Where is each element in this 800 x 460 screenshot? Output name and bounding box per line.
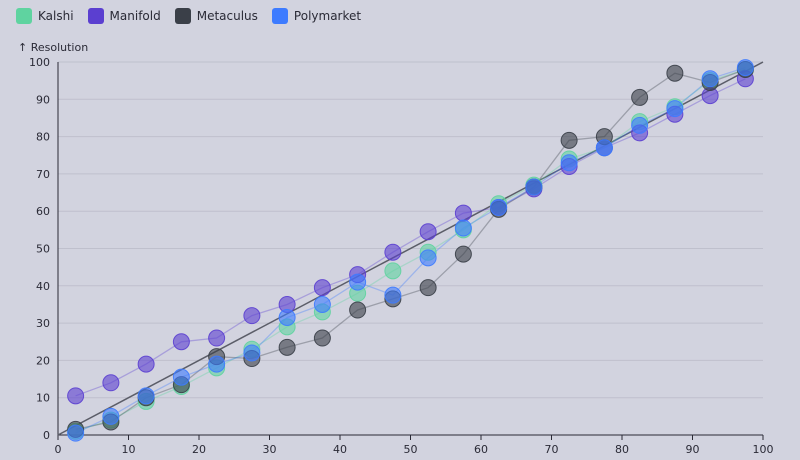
x-tick-label: 20 (192, 443, 206, 456)
legend-label: Kalshi (38, 9, 74, 23)
data-point-polymarket (208, 355, 226, 373)
legend-item-polymarket[interactable]: Polymarket (271, 8, 362, 24)
data-point-polymarket (701, 70, 719, 88)
y-tick-label: 70 (36, 168, 50, 181)
data-point-polymarket (384, 286, 402, 304)
x-tick-label: 30 (263, 443, 277, 456)
legend-swatch (87, 8, 104, 24)
x-tick-label: 60 (474, 443, 488, 456)
data-point-polymarket (278, 309, 296, 327)
data-point-metaculus (313, 329, 331, 347)
data-point-manifold (243, 307, 261, 325)
data-point-metaculus (278, 338, 296, 356)
data-point-polymarket (67, 424, 85, 442)
x-tick-label: 40 (333, 443, 347, 456)
x-tick-label: 10 (122, 443, 136, 456)
legend-label: Metaculus (196, 9, 258, 23)
legend-label: Polymarket (293, 9, 362, 23)
data-point-polymarket (525, 178, 543, 196)
data-point-polymarket (313, 295, 331, 313)
x-tick-label: 0 (55, 443, 62, 456)
data-point-manifold (67, 387, 85, 405)
legend-swatch (174, 8, 191, 24)
data-point-polymarket (419, 249, 437, 267)
legend-label: Manifold (109, 9, 161, 23)
data-point-manifold (454, 204, 472, 222)
y-tick-label: 100 (29, 56, 50, 69)
y-tick-label: 80 (36, 131, 50, 144)
data-point-metaculus (349, 301, 367, 319)
y-tick-label: 40 (36, 280, 50, 293)
legend: Kalshi Manifold Metaculus Polymarket (16, 8, 361, 24)
data-point-polymarket (666, 100, 684, 118)
legend-item-manifold[interactable]: Manifold (87, 8, 161, 24)
data-point-polymarket (595, 139, 613, 157)
data-point-metaculus (666, 64, 684, 82)
legend-item-kalshi[interactable]: Kalshi (16, 8, 74, 24)
data-point-metaculus (560, 131, 578, 149)
y-axis-label: ↑ Resolution (18, 41, 89, 54)
y-tick-label: 30 (36, 317, 50, 330)
y-tick-label: 90 (36, 93, 50, 106)
y-tick-label: 10 (36, 392, 50, 405)
data-point-manifold (137, 355, 155, 373)
data-point-manifold (102, 374, 120, 392)
y-tick-label: 0 (43, 429, 50, 442)
data-point-polymarket (454, 219, 472, 237)
data-point-polymarket (560, 154, 578, 172)
legend-swatch (16, 8, 32, 24)
data-point-metaculus (454, 245, 472, 263)
x-tick-label: 80 (615, 443, 629, 456)
data-point-manifold (172, 333, 190, 351)
x-tick-label: 50 (404, 443, 418, 456)
data-point-kalshi (384, 262, 402, 280)
data-point-polymarket (243, 344, 261, 362)
data-point-polymarket (631, 116, 649, 134)
legend-item-metaculus[interactable]: Metaculus (174, 8, 258, 24)
y-tick-label: 20 (36, 354, 50, 367)
x-tick-label: 100 (753, 443, 774, 456)
y-tick-label: 60 (36, 205, 50, 218)
y-tick-label: 50 (36, 243, 50, 256)
x-tick-label: 70 (545, 443, 559, 456)
data-point-polymarket (102, 407, 120, 425)
data-point-polymarket (172, 368, 190, 386)
data-point-manifold (384, 243, 402, 261)
data-point-manifold (208, 329, 226, 347)
legend-swatch (271, 8, 288, 24)
data-point-metaculus (419, 279, 437, 297)
data-point-polymarket (137, 387, 155, 405)
data-point-polymarket (736, 59, 754, 77)
data-point-metaculus (631, 88, 649, 106)
data-point-polymarket (349, 273, 367, 291)
data-point-polymarket (490, 198, 508, 216)
data-point-manifold (313, 279, 331, 297)
data-point-manifold (419, 223, 437, 241)
x-tick-label: 90 (686, 443, 700, 456)
